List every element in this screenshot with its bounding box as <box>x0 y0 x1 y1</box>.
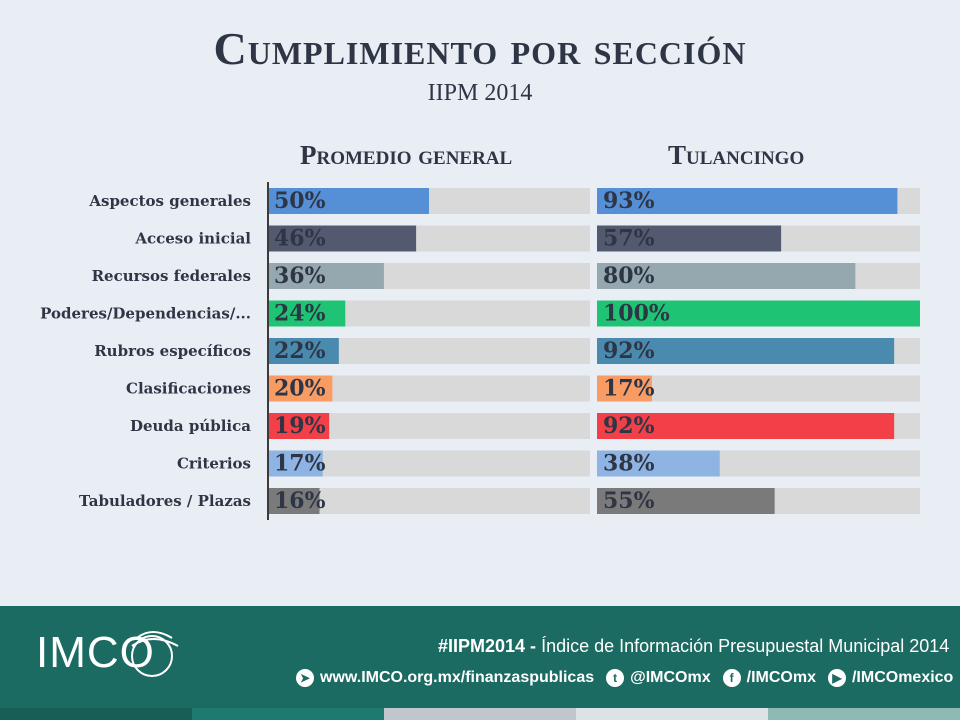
footer-links: ➤ www.IMCO.org.mx/finanzaspublicas t @IM… <box>296 667 953 689</box>
bar <box>597 450 720 477</box>
bar <box>597 225 782 252</box>
category-label: Aspectos generales <box>88 192 251 210</box>
footer-strip-segment <box>192 708 384 720</box>
twitter-link[interactable]: @IMCOmx <box>630 669 711 686</box>
bar <box>268 300 346 327</box>
bar <box>268 263 384 289</box>
value-label: 93% <box>603 188 655 214</box>
value-label: 16% <box>274 488 326 514</box>
value-label: 20% <box>274 376 326 402</box>
bar <box>268 375 333 402</box>
panel-title-promedio: Promedio general <box>300 140 513 170</box>
bar <box>597 488 775 514</box>
imco-logo-icon <box>131 631 179 677</box>
value-label: 17% <box>274 451 326 477</box>
website-link[interactable]: www.IMCO.org.mx/finanzaspublicas <box>320 669 595 686</box>
value-label: 17% <box>603 376 655 402</box>
footer-strip-segment <box>0 708 192 720</box>
value-label: 36% <box>274 263 326 289</box>
bar-track <box>268 488 590 514</box>
bar <box>597 300 920 327</box>
value-label: 57% <box>603 226 655 252</box>
bar <box>597 263 856 289</box>
logo-text: IMCO <box>36 628 155 677</box>
youtube-icon: ▶ <box>827 669 846 687</box>
bar <box>268 413 330 439</box>
category-label: Rubros específicos <box>94 342 251 360</box>
value-label: 55% <box>603 488 655 514</box>
page-subtitle: IIPM 2014 <box>427 80 533 106</box>
category-label: Tabuladores / Plazas <box>79 492 251 510</box>
footer-banner <box>0 606 960 720</box>
value-label: 22% <box>274 338 326 364</box>
category-label: Acceso inicial <box>134 230 251 248</box>
category-label: Recursos federales <box>92 267 251 285</box>
bar <box>268 488 320 514</box>
category-label: Poderes/Dependencias/... <box>40 305 251 323</box>
twitter-icon: t <box>606 669 625 687</box>
value-label: 38% <box>603 451 655 477</box>
page-title: Cumplimiento por sección <box>213 23 747 74</box>
bar <box>268 450 323 477</box>
bar <box>268 188 429 214</box>
tagline-text: Índice de Información Presupuestal Munic… <box>541 636 950 656</box>
facebook-link[interactable]: /IMCOmx <box>746 669 816 686</box>
value-label: 50% <box>274 188 326 214</box>
footer-strip-segment <box>384 708 576 720</box>
category-label: Clasificaciones <box>126 380 251 398</box>
bar <box>268 338 339 364</box>
category-label: Deuda pública <box>130 417 251 435</box>
facebook-icon: f <box>722 669 741 687</box>
value-label: 46% <box>274 226 326 252</box>
bar <box>597 338 895 364</box>
value-label: 80% <box>603 263 655 289</box>
bar <box>597 188 898 214</box>
bar <box>268 225 417 252</box>
bar <box>597 413 895 439</box>
value-label: 100% <box>603 301 670 327</box>
value-label: 24% <box>274 301 326 327</box>
panel-title-tulancingo: Tulancingo <box>668 140 805 170</box>
youtube-link[interactable]: /IMCOmexico <box>851 669 954 686</box>
hashtag: #IIPM2014 - <box>438 636 537 656</box>
value-label: 19% <box>274 413 326 439</box>
value-label: 92% <box>603 338 655 364</box>
paper-plane-icon: ➤ <box>296 669 314 687</box>
category-label: Criterios <box>177 455 251 473</box>
footer-tagline: #IIPM2014 - Índice de Información Presup… <box>438 636 949 657</box>
value-label: 92% <box>603 413 655 439</box>
footer-strip-segment <box>768 708 960 720</box>
bar-chart: 50% Aspectos generales 46% Acceso inicial 36… <box>40 182 920 520</box>
footer-strip-segment <box>576 708 768 720</box>
bar <box>597 375 652 402</box>
